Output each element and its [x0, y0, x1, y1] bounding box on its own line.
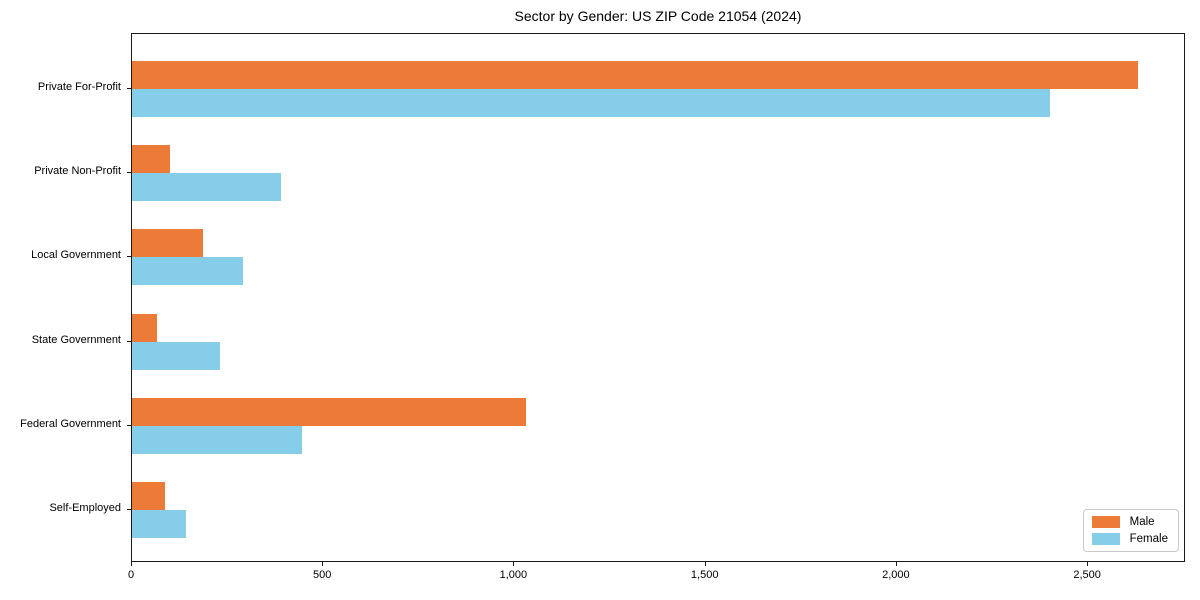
y-axis-label-1: Private Non-Profit — [34, 165, 121, 178]
y-axis-label-4: Federal Government — [20, 417, 121, 430]
x-tick-mark — [131, 562, 132, 566]
x-tick-mark — [1087, 562, 1089, 566]
bar-male-1 — [132, 145, 171, 174]
y-tick-mark — [127, 509, 131, 510]
x-axis-tick-label-4: 2,000 — [882, 569, 910, 581]
x-tick-mark — [322, 562, 324, 566]
x-tick-mark — [704, 562, 706, 566]
bar-male-5 — [132, 482, 165, 510]
bar-female-2 — [132, 257, 243, 286]
bar-male-0 — [132, 61, 1138, 89]
x-axis-tick-label-0: 0 — [127, 569, 135, 581]
x-axis-tick-label-5: 2,500 — [1073, 569, 1101, 581]
bar-female-1 — [132, 173, 282, 202]
y-axis-label-3: State Government — [31, 333, 121, 346]
y-tick-mark — [127, 256, 131, 258]
legend-label-female: Female — [1129, 533, 1168, 545]
legend: Male Female — [1082, 509, 1179, 552]
legend-entry-male: Male — [1091, 516, 1168, 528]
bar-male-3 — [132, 313, 157, 342]
legend-swatch-female — [1091, 533, 1120, 545]
x-tick-mark — [513, 562, 515, 566]
bar-female-4 — [132, 425, 303, 454]
legend-swatch-male — [1091, 516, 1120, 528]
y-tick-mark — [127, 340, 131, 342]
bar-female-5 — [132, 510, 186, 538]
y-axis-label-0: Private For-Profit — [37, 81, 121, 93]
y-tick-mark — [127, 88, 131, 89]
y-axis-label-5: Self-Employed — [49, 502, 121, 514]
bar-female-0 — [132, 89, 1050, 117]
y-tick-mark — [127, 172, 131, 174]
x-axis-tick-label-1: 500 — [313, 569, 332, 581]
x-axis-tick-label-2: 1,000 — [499, 569, 528, 581]
legend-entry-female: Female — [1091, 533, 1168, 545]
bar-male-4 — [132, 397, 526, 426]
y-axis-label-2: Local Government — [31, 249, 121, 262]
bar-male-2 — [132, 229, 203, 258]
chart-title: Sector by Gender: US ZIP Code 21054 (202… — [514, 8, 802, 24]
plot-area: Male Female — [131, 33, 1185, 562]
x-tick-mark — [895, 562, 897, 566]
y-tick-mark — [127, 424, 131, 426]
legend-label-male: Male — [1129, 516, 1155, 528]
x-axis-tick-label-3: 1,500 — [690, 569, 719, 581]
bar-female-3 — [132, 341, 220, 370]
